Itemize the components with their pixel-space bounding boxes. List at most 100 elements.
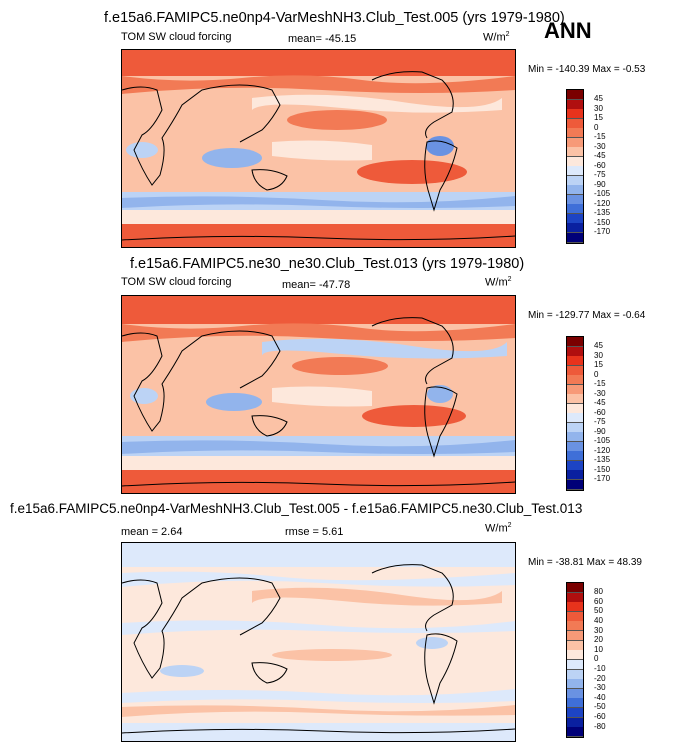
colorbar-1-box — [567, 166, 583, 176]
colorbar-diff-tick-label: -40 — [594, 693, 606, 702]
colorbar-diff-box — [567, 583, 583, 593]
colorbar-diff-tick-label: 80 — [594, 587, 603, 596]
panel-3-mean-label: mean = 2.64 — [121, 526, 183, 538]
map-diff-coastlines — [122, 564, 515, 734]
panel-3-rmse-label: rmse = 5.61 — [285, 526, 344, 538]
colorbar-2-tick-label: -170 — [594, 474, 611, 483]
map-1-warm-pool — [272, 140, 372, 161]
map-diff-antarctic — [122, 723, 515, 741]
colorbar-diff-box — [567, 631, 583, 641]
colorbar-diff-tick-label: 50 — [594, 606, 603, 615]
colorbar-2-box — [567, 480, 583, 490]
colorbar-2-tick-label: -15 — [594, 379, 606, 388]
colorbar-1-tick-label: -105 — [594, 189, 611, 198]
colorbar-1-box — [567, 223, 583, 233]
colorbar-1-box — [567, 147, 583, 157]
panel-1-minmax: Min = -140.39 Max = -0.53 — [528, 64, 646, 75]
colorbar-diff-tick-label: -60 — [594, 712, 606, 721]
map-1-nh-midlat — [122, 75, 515, 94]
colorbar-1-tick-label: -60 — [594, 161, 606, 170]
colorbar-1-box — [567, 185, 583, 195]
colorbar-diff-box — [567, 698, 583, 708]
panel-1-units: W/m2 — [483, 31, 510, 44]
colorbar-diff-tick-label: -30 — [594, 683, 606, 692]
map-1-so-band-c — [122, 210, 515, 224]
colorbar-diff-tick-label: -80 — [594, 722, 606, 731]
map-1-sc-peru — [357, 160, 467, 184]
map-diff-so-pos — [122, 705, 515, 717]
map-2-africa-conv — [130, 388, 158, 404]
colorbar-2-tick-label: -150 — [594, 465, 611, 474]
colorbar-diff-box — [567, 621, 583, 631]
colorbar-2-box — [567, 356, 583, 366]
map-diff-pacific — [252, 587, 502, 606]
map-2-amazon-conv — [427, 385, 453, 403]
season-label: ANN — [544, 18, 592, 43]
map-1-maritime-cont — [202, 148, 262, 168]
map-2-sc-peru — [362, 405, 466, 427]
colorbar-2-box — [567, 375, 583, 385]
panel-2-minmax: Min = -129.77 Max = -0.64 — [528, 310, 646, 321]
panel-1-mean-label: mean= -45.15 — [288, 33, 357, 45]
map-diff-svg — [122, 543, 515, 741]
colorbar-1-tick-label: -75 — [594, 170, 606, 179]
colorbar-2-box — [567, 470, 583, 480]
map-panel-1 — [121, 49, 516, 248]
colorbar-diff-box — [567, 679, 583, 689]
colorbar-2-tick-label: -45 — [594, 398, 606, 407]
colorbar-2-box — [567, 337, 583, 347]
colorbar-1-box — [567, 90, 583, 100]
panel-3-units: W/m2 — [485, 522, 512, 535]
map-1-svg — [122, 50, 515, 247]
colorbar-2-box — [567, 394, 583, 404]
colorbar-1-tick-label: 30 — [594, 104, 603, 113]
map-diff-neg-patch-2 — [416, 637, 448, 649]
panel-1-title: f.e15a6.FAMIPC5.ne0np4-VarMeshNH3.Club_T… — [104, 10, 565, 26]
colorbar-1-tick-label: -15 — [594, 132, 606, 141]
panel-2-mean-label: mean= -47.78 — [282, 279, 351, 291]
map-1-so-band-b — [122, 196, 515, 208]
colorbar-2-box — [567, 413, 583, 423]
colorbar-1-tick-label: 15 — [594, 113, 603, 122]
colorbar-diff-tick-label: 60 — [594, 597, 603, 606]
colorbar-1-box — [567, 233, 583, 243]
colorbar-diff-box — [567, 650, 583, 660]
map-1-africa-conv — [126, 142, 158, 158]
colorbar-1-tick-label: 0 — [594, 123, 599, 132]
panel-3-title: f.e15a6.FAMIPC5.ne0np4-VarMeshNH3.Club_T… — [10, 501, 583, 516]
map-panel-2 — [121, 295, 516, 494]
colorbar-2-tick-label: -90 — [594, 427, 606, 436]
colorbar-2-tick-label: -75 — [594, 417, 606, 426]
colorbar-1-tick-label: -120 — [594, 199, 611, 208]
map-diff-arctic — [122, 543, 515, 567]
colorbar-diff-tick-label: -50 — [594, 702, 606, 711]
map-2-coastlines — [122, 317, 515, 487]
colorbar-diff — [566, 582, 584, 738]
colorbar-1-tick-label: -170 — [594, 227, 611, 236]
panel-1-variable-label: TOM SW cloud forcing — [121, 31, 232, 43]
colorbar-diff-box — [567, 602, 583, 612]
map-2-pacific-track — [262, 338, 507, 359]
colorbar-1-tick-label: -135 — [594, 208, 611, 217]
map-2-antarctic — [122, 470, 515, 493]
map-1-coastlines — [122, 71, 515, 241]
map-2-svg — [122, 296, 515, 493]
colorbar-1-tick-label: -30 — [594, 142, 606, 151]
colorbar-2-tick-label: 15 — [594, 360, 603, 369]
map-2-warm-pool — [272, 386, 372, 407]
colorbar-diff-tick-label: -20 — [594, 674, 606, 683]
colorbar-2-tick-label: 30 — [594, 351, 603, 360]
colorbar-2-box — [567, 451, 583, 461]
colorbar-2-tick-label: 45 — [594, 341, 603, 350]
colorbar-diff-tick-label: 10 — [594, 645, 603, 654]
colorbar-2-tick-label: -105 — [594, 436, 611, 445]
panel-2-title: f.e15a6.FAMIPC5.ne30_ne30.Club_Test.013 … — [130, 256, 525, 272]
colorbar-2-tick-label: -135 — [594, 455, 611, 464]
colorbar-2 — [566, 336, 584, 491]
colorbar-diff-tick-label: 30 — [594, 626, 603, 635]
colorbar-2-box — [567, 432, 583, 442]
colorbar-diff-tick-label: 0 — [594, 654, 599, 663]
colorbar-diff-box — [567, 727, 583, 737]
map-2-sc-calif — [292, 357, 388, 375]
map-1-amazon-conv — [426, 136, 454, 156]
